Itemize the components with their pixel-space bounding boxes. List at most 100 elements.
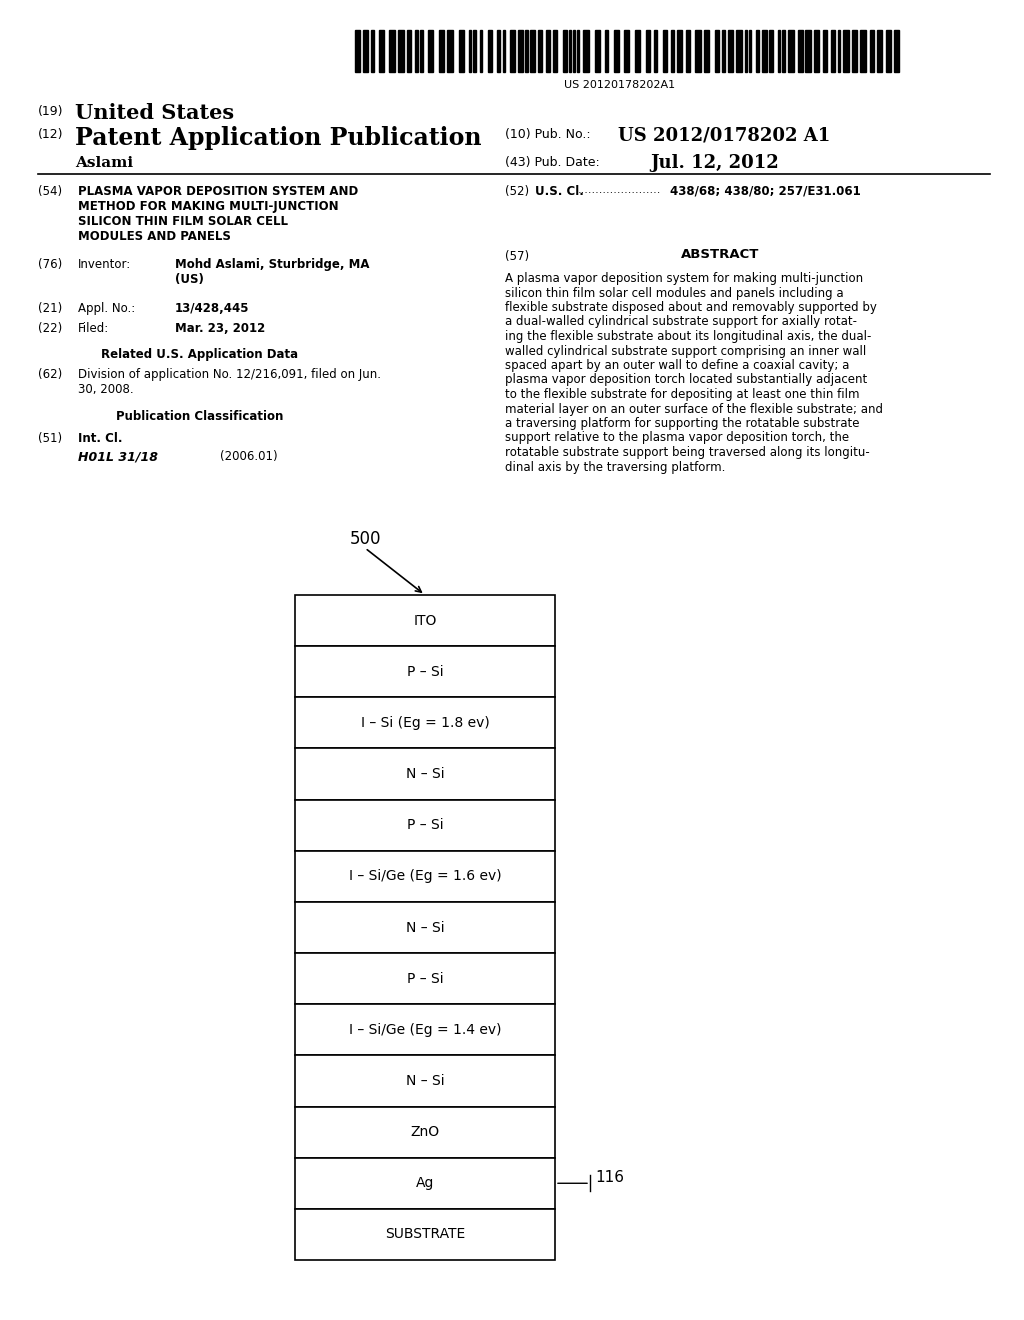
Bar [886,30,891,73]
Text: 116: 116 [595,1170,624,1185]
Bar [295,748,555,800]
Bar [677,30,682,73]
Text: P – Si: P – Si [407,818,443,832]
Bar [722,30,725,73]
Bar [695,30,701,73]
Bar [778,30,780,73]
Bar [389,30,395,73]
Bar [295,851,555,902]
Bar [379,30,384,73]
Text: P – Si: P – Si [407,972,443,986]
Text: Int. Cl.: Int. Cl. [78,432,123,445]
Text: spaced apart by an outer wall to define a coaxial cavity; a: spaced apart by an outer wall to define … [505,359,849,372]
Bar [635,30,640,73]
Bar [569,30,571,73]
Bar [894,30,899,73]
Text: (US): (US) [175,273,204,286]
Bar [671,30,674,73]
Bar [525,30,528,73]
Bar [788,30,794,73]
Text: I – Si/Ge (Eg = 1.6 ev): I – Si/Ge (Eg = 1.6 ev) [349,870,502,883]
Text: Mar. 23, 2012: Mar. 23, 2012 [175,322,265,335]
Text: .......................: ....................... [578,185,662,195]
Text: Aslami: Aslami [75,156,133,170]
Text: ZnO: ZnO [411,1125,439,1139]
Bar [798,30,803,73]
Bar [459,30,464,73]
Text: (21): (21) [38,302,62,315]
Bar [439,30,444,73]
Bar [415,30,418,73]
Bar [870,30,874,73]
Bar [805,30,811,73]
Bar [686,30,690,73]
Bar [814,30,819,73]
Text: walled cylindrical substrate support comprising an inner wall: walled cylindrical substrate support com… [505,345,866,358]
Bar [646,30,650,73]
Bar [295,1158,555,1209]
Text: (62): (62) [38,368,62,381]
Bar [749,30,751,73]
Text: material layer on an outer surface of the flexible substrate; and: material layer on an outer surface of th… [505,403,883,416]
Text: silicon thin film solar cell modules and panels including a: silicon thin film solar cell modules and… [505,286,844,300]
Bar [573,30,575,73]
Text: (76): (76) [38,257,62,271]
Text: US 20120178202A1: US 20120178202A1 [564,81,676,90]
Bar [782,30,785,73]
Bar [530,30,535,73]
Text: (10) Pub. No.:: (10) Pub. No.: [505,128,591,141]
Text: support relative to the plasma vapor deposition torch, the: support relative to the plasma vapor dep… [505,432,849,445]
Bar [362,30,368,73]
Text: (12): (12) [38,128,63,141]
Bar [583,30,589,73]
Text: Inventor:: Inventor: [78,257,131,271]
Bar [614,30,618,73]
Text: ITO: ITO [414,614,436,627]
Bar [769,30,773,73]
Bar [295,902,555,953]
Text: 438/68; 438/80; 257/E31.061: 438/68; 438/80; 257/E31.061 [670,185,861,198]
Text: METHOD FOR MAKING MULTI-JUNCTION: METHOD FOR MAKING MULTI-JUNCTION [78,201,339,213]
Text: I – Si/Ge (Eg = 1.4 ev): I – Si/Ge (Eg = 1.4 ev) [349,1023,502,1036]
Text: N – Si: N – Si [406,1074,444,1088]
Bar [355,30,360,73]
Text: SUBSTRATE: SUBSTRATE [385,1228,465,1241]
Text: Publication Classification: Publication Classification [117,411,284,422]
Text: 30, 2008.: 30, 2008. [78,383,133,396]
Bar [843,30,849,73]
Text: 13/428,445: 13/428,445 [175,302,250,315]
Bar [295,697,555,748]
Text: (54): (54) [38,185,62,198]
Bar [705,30,709,73]
Bar [371,30,374,73]
Text: N – Si: N – Si [406,920,444,935]
Text: rotatable substrate support being traversed along its longitu-: rotatable substrate support being traver… [505,446,869,459]
Bar [473,30,476,73]
Text: MODULES AND PANELS: MODULES AND PANELS [78,230,230,243]
Bar [295,800,555,851]
Text: P – Si: P – Si [407,665,443,678]
Text: US 2012/0178202 A1: US 2012/0178202 A1 [618,125,830,144]
Text: ABSTRACT: ABSTRACT [681,248,759,261]
Bar [605,30,608,73]
Bar [654,30,657,73]
Bar [407,30,411,73]
Bar [447,30,453,73]
Bar [295,1106,555,1158]
Bar [728,30,733,73]
Bar [503,30,505,73]
Bar [877,30,882,73]
Bar [469,30,471,73]
Bar [428,30,433,73]
Text: (43) Pub. Date:: (43) Pub. Date: [505,156,600,169]
Text: (51): (51) [38,432,62,445]
Bar [736,30,742,73]
Text: N – Si: N – Si [406,767,444,781]
Text: a traversing platform for supporting the rotatable substrate: a traversing platform for supporting the… [505,417,859,430]
Bar [838,30,840,73]
Text: (2006.01): (2006.01) [220,450,278,463]
Text: plasma vapor deposition torch located substantially adjacent: plasma vapor deposition torch located su… [505,374,867,387]
Text: to the flexible substrate for depositing at least one thin film: to the flexible substrate for depositing… [505,388,859,401]
Bar [563,30,567,73]
Bar [295,647,555,697]
